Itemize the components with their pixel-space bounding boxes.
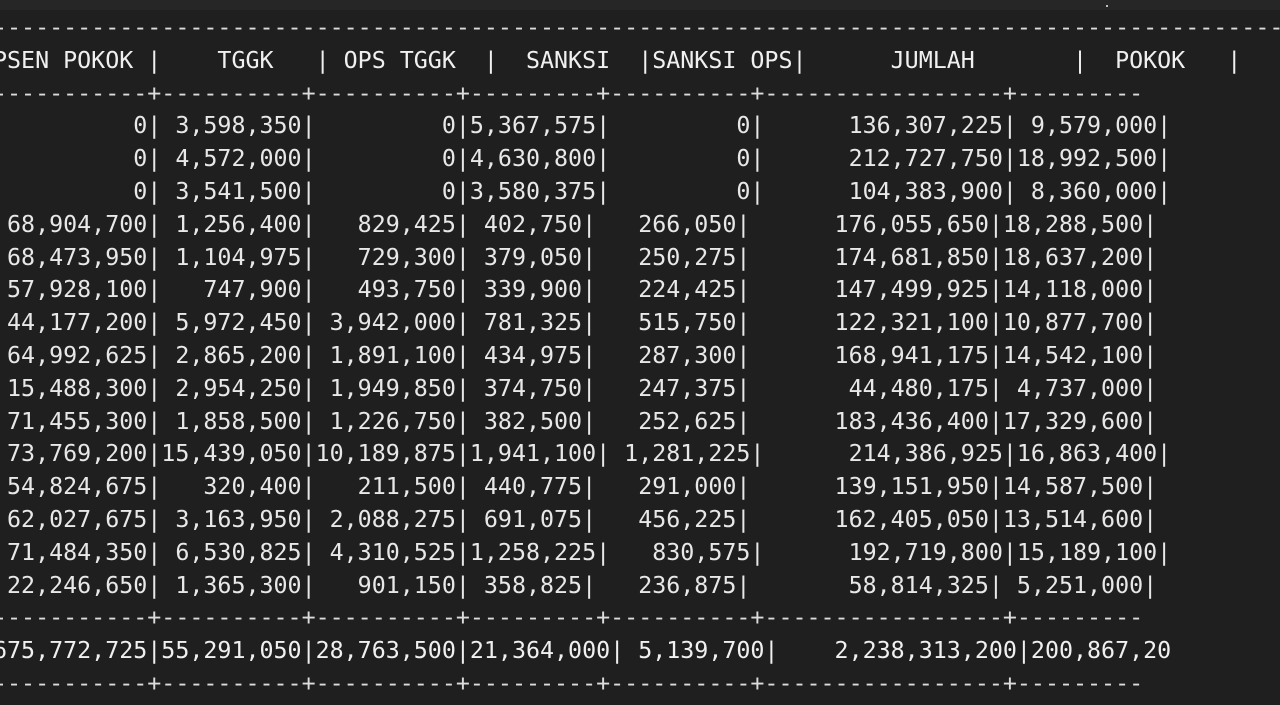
cursor-dot-icon [1106,5,1108,7]
table-row: 62,027,675| 3,163,950| 2,088,275| 691,07… [0,505,1158,533]
table-row: 54,824,675| 320,400| 211,500| 440,775| 2… [0,473,1158,501]
table-total-separator: -----------+----------+----------+------… [0,604,1144,632]
table-row: 71,455,300| 1,858,500| 1,226,750| 382,50… [0,407,1158,435]
table-row: 68,473,950| 1,104,975| 729,300| 379,050|… [0,243,1158,271]
table-total-row: 675,772,725|55,291,050|28,763,500|21,364… [0,637,1172,665]
table-row: 22,246,650| 1,365,300| 901,150| 358,825|… [0,571,1158,599]
window-top-strip [0,0,1280,10]
table-header-row: PSEN POKOK | TGGK | OPS TGGK | SANKSI |S… [0,46,1242,74]
table-row: 0| 3,541,500| 0|3,580,375| 0| 104,383,90… [0,177,1172,205]
table-row: 64,992,625| 2,865,200| 1,891,100| 434,97… [0,341,1158,369]
table-row: 68,904,700| 1,256,400| 829,425| 402,750|… [0,210,1158,238]
terminal-output: ----------------------------------------… [0,12,1280,701]
table-row: 73,769,200|15,439,050|10,189,875|1,941,1… [0,440,1172,468]
table-bottom-border: -----------+----------+----------+------… [0,669,1144,697]
table-row: 0| 3,598,350| 0|5,367,575| 0| 136,307,22… [0,112,1172,140]
table-row: 71,484,350| 6,530,825| 4,310,525|1,258,2… [0,538,1172,566]
table-row: 15,488,300| 2,954,250| 1,949,850| 374,75… [0,374,1158,402]
table-header-separator: -----------+----------+----------+------… [0,79,1144,107]
table-row: 0| 4,572,000| 0|4,630,800| 0| 212,727,75… [0,145,1172,173]
table-row: 44,177,200| 5,972,450| 3,942,000| 781,32… [0,309,1158,337]
table-row: 57,928,100| 747,900| 493,750| 339,900| 2… [0,276,1158,304]
table-top-border: ----------------------------------------… [0,14,1280,41]
